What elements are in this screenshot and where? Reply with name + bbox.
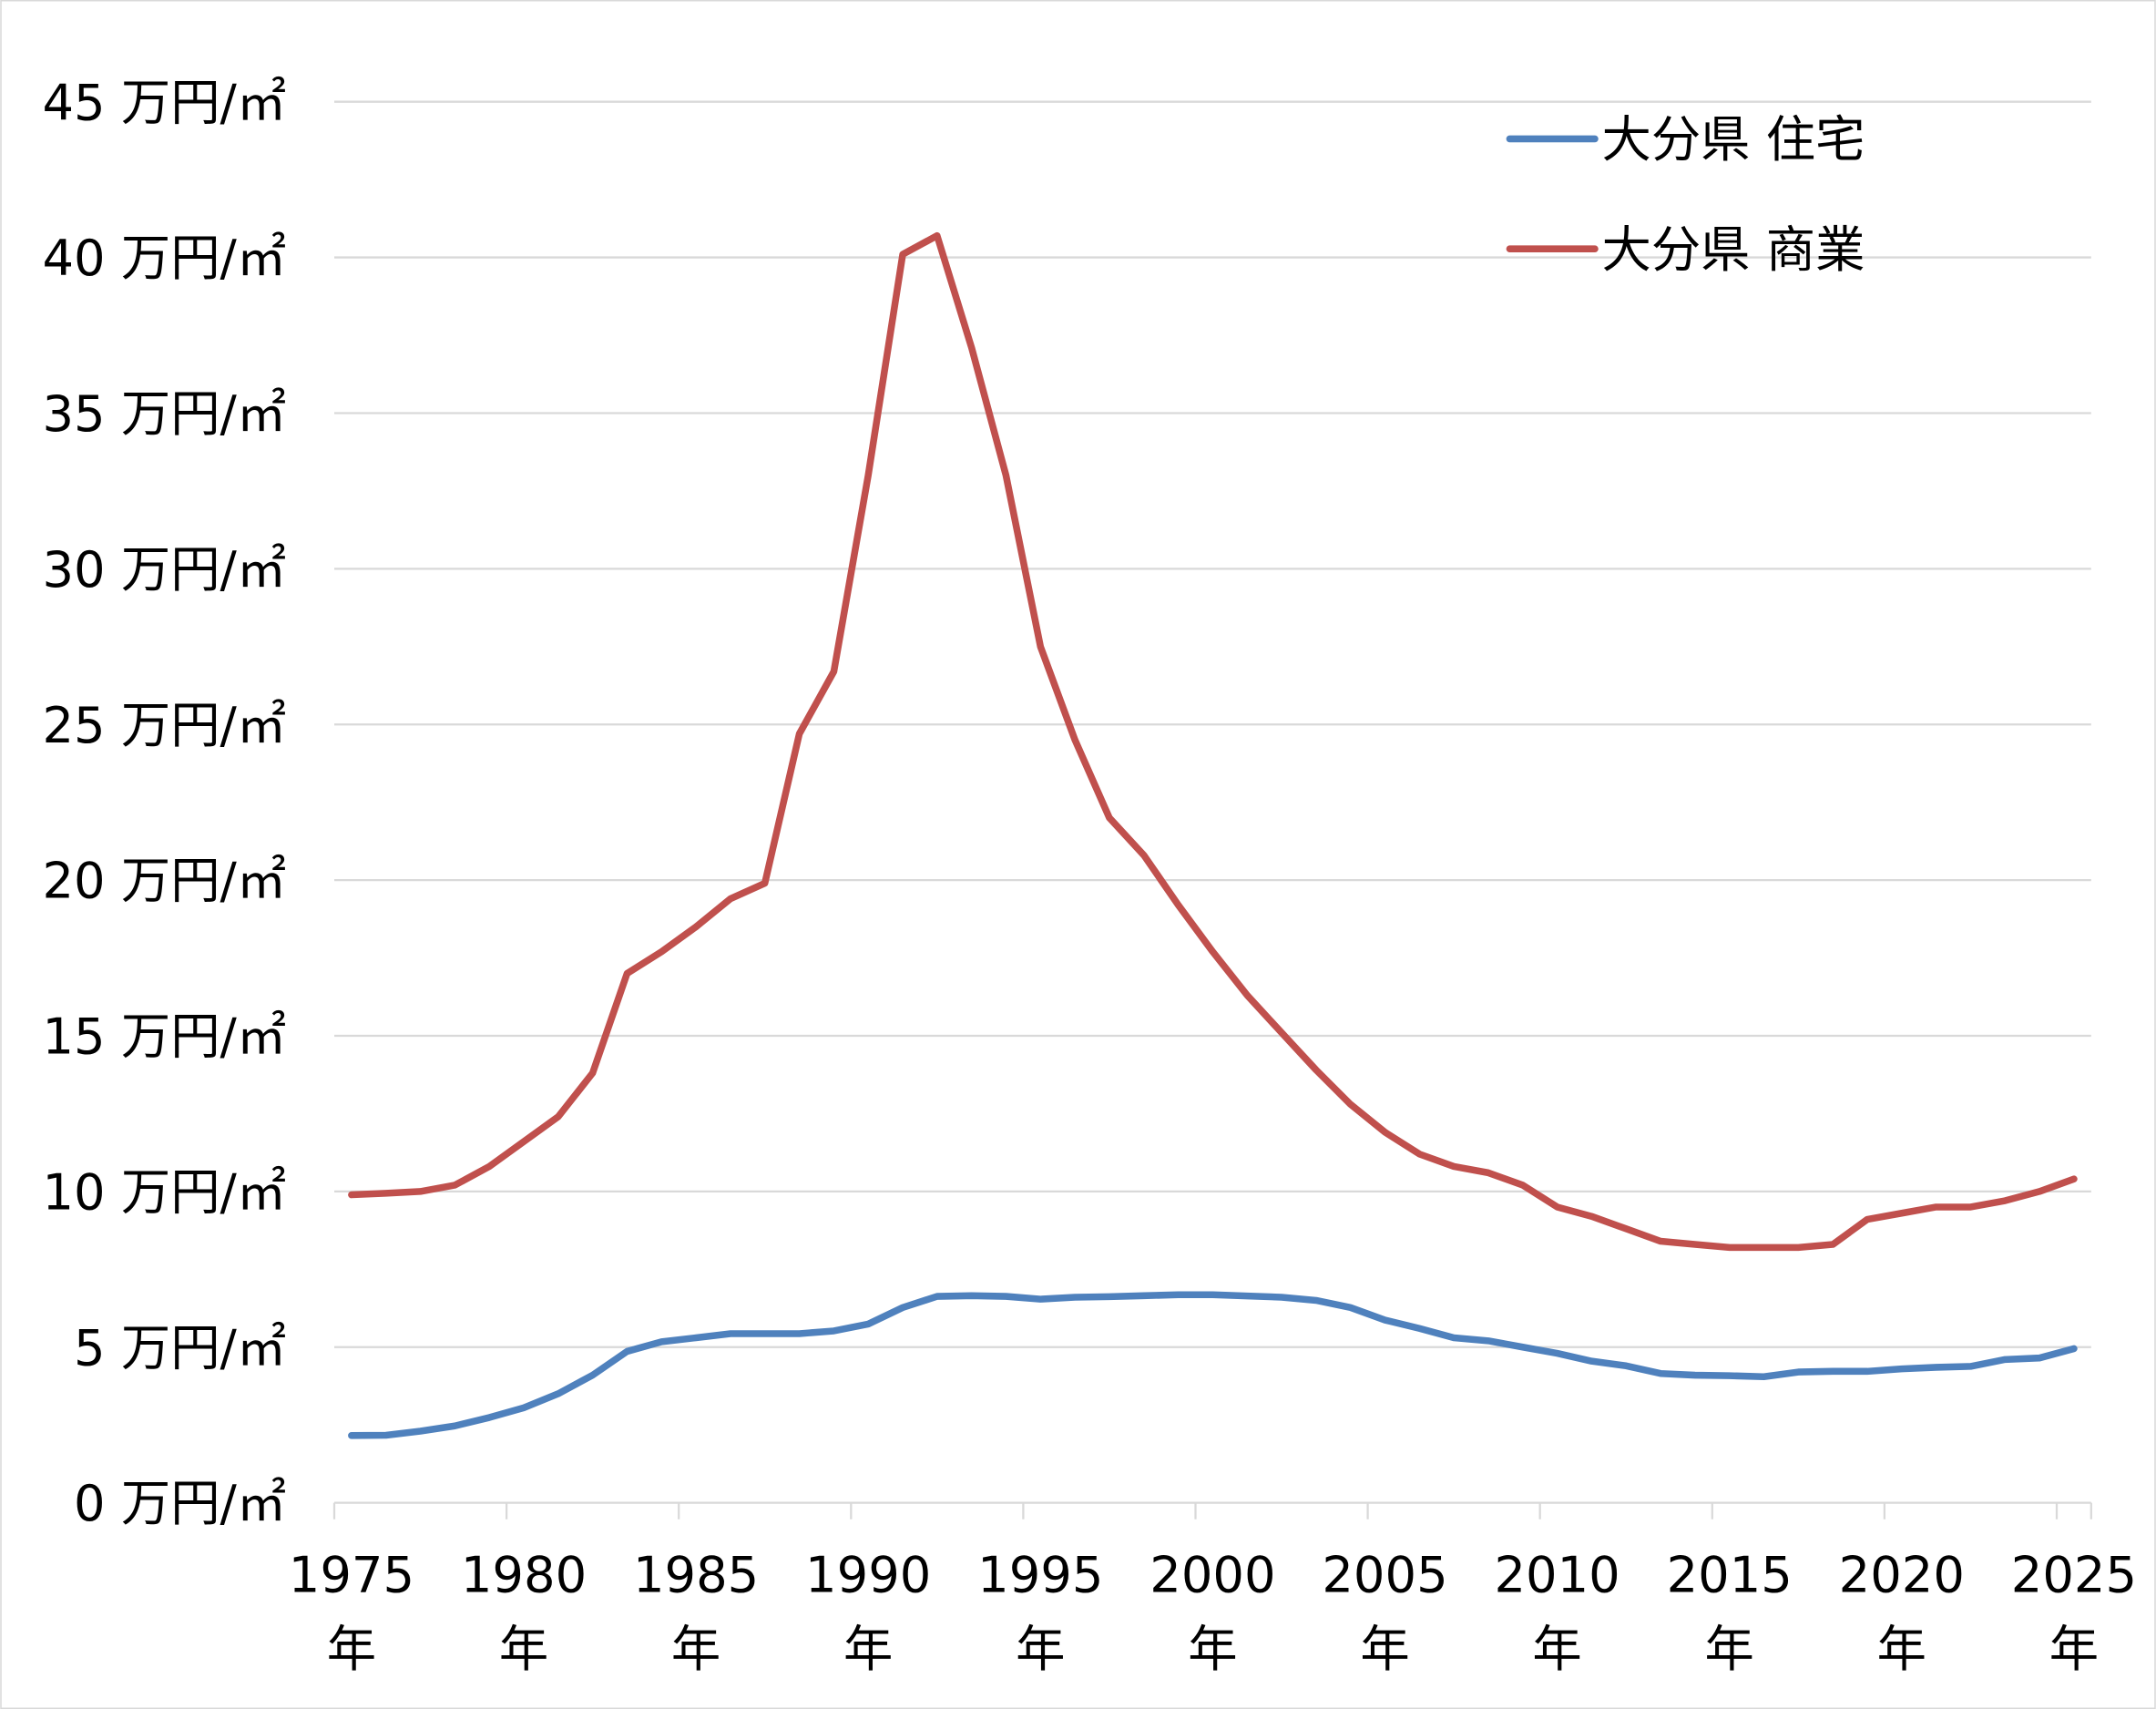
x-tick-label-unit: 年 bbox=[1188, 1621, 1237, 1678]
y-axis: 0 万円/㎡ 5 万円/㎡ 10 万円/㎡ 15 万円/㎡ 20 万円/㎡ 25 万円/㎡… bbox=[42, 74, 286, 1532]
x-tick-label-unit: 年 bbox=[1705, 1621, 1754, 1678]
y-tick-label: 20 万円/㎡ bbox=[42, 853, 286, 910]
x-axis: 1975 年 1980 年 1985 年 1990 年 1995 年 2000 年 2005 年 2010 年… bbox=[289, 1501, 2137, 1678]
x-tick-label: 1980 bbox=[461, 1547, 587, 1604]
y-tick-label: 0 万円/㎡ bbox=[74, 1475, 286, 1532]
x-tick-label: 1990 bbox=[805, 1547, 931, 1604]
x-tick-label-unit: 年 bbox=[671, 1621, 720, 1678]
legend-label: 大分県 商業 bbox=[1602, 221, 1865, 279]
x-tick-label-unit: 年 bbox=[327, 1621, 376, 1678]
x-tick-label: 2015 bbox=[1667, 1547, 1793, 1604]
x-tick-label: 2005 bbox=[1322, 1547, 1447, 1604]
x-tick-label-unit: 年 bbox=[843, 1621, 893, 1678]
y-tick-label: 40 万円/㎡ bbox=[42, 230, 286, 287]
x-tick-label: 2000 bbox=[1150, 1547, 1275, 1604]
x-tick-label-unit: 年 bbox=[1016, 1621, 1065, 1678]
legend-label: 大分県 住宅 bbox=[1602, 111, 1865, 169]
y-tick-label: 45 万円/㎡ bbox=[42, 74, 286, 131]
x-tick-label: 2025 bbox=[2011, 1547, 2137, 1604]
y-tick-label: 15 万円/㎡ bbox=[42, 1008, 286, 1066]
y-tick-label: 30 万円/㎡ bbox=[42, 541, 286, 599]
gridlines bbox=[333, 100, 2091, 1348]
x-tick-label: 2020 bbox=[1839, 1547, 1965, 1604]
y-tick-label: 35 万円/㎡ bbox=[42, 385, 286, 443]
x-tick-label: 1975 bbox=[289, 1547, 414, 1604]
x-tick-label-unit: 年 bbox=[1532, 1621, 1581, 1678]
y-tick-label: 25 万円/㎡ bbox=[42, 697, 286, 754]
x-tick-label: 2010 bbox=[1494, 1547, 1620, 1604]
series-line-commercial bbox=[348, 231, 2078, 1252]
x-tick-label: 1985 bbox=[633, 1547, 759, 1604]
x-tick-label-unit: 年 bbox=[1877, 1621, 1926, 1678]
x-tick-label: 1995 bbox=[977, 1547, 1103, 1604]
y-tick-label: 5 万円/㎡ bbox=[74, 1319, 286, 1376]
x-tick-label-unit: 年 bbox=[1360, 1621, 1409, 1678]
y-tick-label: 10 万円/㎡ bbox=[42, 1163, 286, 1221]
x-tick-label-unit: 年 bbox=[2049, 1621, 2099, 1678]
series-line-residential bbox=[348, 1291, 2078, 1439]
x-tick-label-unit: 年 bbox=[499, 1621, 548, 1678]
series-lines bbox=[348, 231, 2078, 1439]
